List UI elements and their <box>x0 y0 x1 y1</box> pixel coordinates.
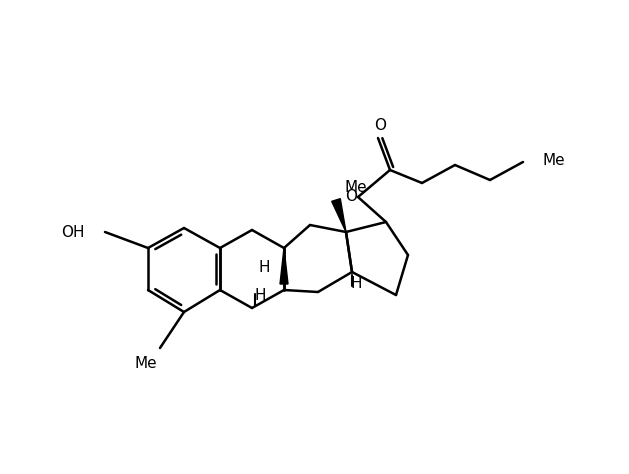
Text: OH: OH <box>62 225 85 239</box>
Text: Me: Me <box>135 356 157 372</box>
Text: H: H <box>254 289 265 303</box>
Polygon shape <box>280 248 288 284</box>
Text: O: O <box>345 189 357 203</box>
Polygon shape <box>331 199 346 232</box>
Text: Me: Me <box>344 180 367 194</box>
Text: H: H <box>350 276 362 292</box>
Text: O: O <box>374 118 386 133</box>
Text: H: H <box>259 261 270 275</box>
Text: Me: Me <box>543 153 565 167</box>
